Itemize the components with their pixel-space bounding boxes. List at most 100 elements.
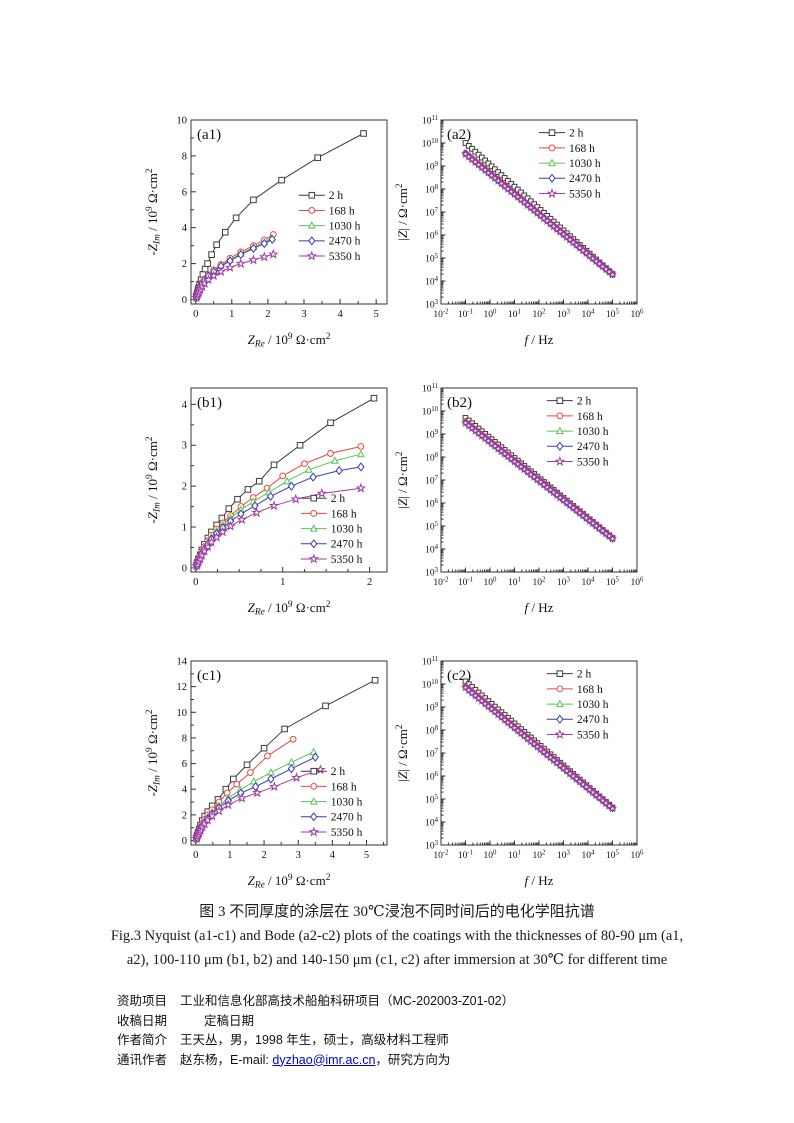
svg-text:2470 h: 2470 h	[569, 173, 601, 185]
svg-text:100: 100	[484, 849, 498, 861]
svg-text:103: 103	[425, 567, 439, 579]
legend: 2 h 168 h 1030 h 2470 h 5350 h	[546, 669, 609, 741]
svg-text:3: 3	[296, 850, 301, 861]
svg-text:10-1: 10-1	[458, 308, 473, 320]
svg-text:108: 108	[425, 725, 439, 737]
svg-text:106: 106	[631, 576, 645, 588]
plot-frame	[190, 119, 388, 305]
svg-text:1010: 1010	[422, 406, 439, 418]
series-5350-h	[460, 682, 618, 813]
svg-text:12: 12	[177, 682, 188, 693]
svg-text:1011: 1011	[422, 115, 438, 127]
svg-text:106: 106	[631, 849, 645, 861]
svg-text:105: 105	[425, 521, 439, 533]
svg-text:1030 h: 1030 h	[569, 158, 601, 170]
svg-text:1011: 1011	[422, 383, 438, 395]
y-axis-label: -ZIm / 109 Ω·cm2	[145, 709, 163, 796]
svg-text:1030 h: 1030 h	[577, 699, 609, 711]
svg-text:1030 h: 1030 h	[577, 426, 609, 438]
x-axis-label: f / Hz	[525, 873, 554, 888]
svg-text:2: 2	[367, 577, 372, 588]
svg-text:2470 h: 2470 h	[331, 539, 363, 551]
svg-text:0: 0	[193, 309, 198, 320]
svg-text:103: 103	[425, 840, 439, 852]
svg-text:105: 105	[606, 849, 620, 861]
axes: 10-2 10-1 100 101 102 103 104 105 106 103 104 105 10…	[422, 656, 644, 861]
panel-label: (a2)	[447, 127, 471, 143]
axes: 0 1 2 0 1 2 3 4	[182, 400, 372, 588]
svg-text:10-2: 10-2	[433, 849, 449, 861]
svg-text:2 h: 2 h	[577, 669, 592, 681]
corresponding-author-line: 通讯作者 赵东杨，E-mail: dyzhao@imr.ac.cn，研究方向为	[117, 1051, 514, 1071]
series-5350-h	[191, 248, 279, 303]
series-5350-h	[460, 418, 618, 543]
svg-text:109: 109	[425, 161, 439, 173]
svg-text:168 h: 168 h	[577, 411, 603, 423]
corresponding-author-name: 赵东杨，E-mail:	[180, 1052, 273, 1067]
svg-text:105: 105	[606, 576, 620, 588]
svg-text:1030 h: 1030 h	[329, 221, 361, 233]
svg-text:1011: 1011	[422, 656, 438, 668]
author-bio-label: 作者简介	[117, 1033, 168, 1047]
svg-text:1: 1	[182, 523, 187, 534]
svg-text:108: 108	[425, 452, 439, 464]
svg-text:4: 4	[182, 223, 188, 234]
email-link[interactable]: dyzhao@imr.ac.cn	[272, 1052, 376, 1067]
svg-text:168 h: 168 h	[569, 143, 595, 155]
svg-text:2470 h: 2470 h	[577, 441, 609, 453]
y-axis-label: -ZIm / 109 Ω·cm2	[145, 436, 163, 523]
svg-text:2470 h: 2470 h	[331, 812, 363, 824]
author-bio-text: 王天丛，男，1998 年生，硕士，高级材料工程师	[180, 1033, 449, 1047]
legend: 2 h 168 h 1030 h 2470 h 5350 h	[300, 493, 363, 566]
svg-text:6: 6	[182, 759, 187, 770]
svg-text:8: 8	[182, 733, 187, 744]
svg-text:105: 105	[606, 308, 620, 320]
svg-text:3: 3	[182, 441, 187, 452]
svg-text:101: 101	[508, 849, 521, 861]
svg-text:10-2: 10-2	[433, 576, 449, 588]
dates-line: 收稿日期 定稿日期	[117, 1012, 514, 1032]
svg-text:1030 h: 1030 h	[331, 524, 363, 536]
panel-label: (b1)	[197, 395, 222, 411]
svg-text:108: 108	[425, 184, 439, 196]
svg-text:10-2: 10-2	[433, 308, 449, 320]
legend: 2 h 168 h 1030 h 2470 h 5350 h	[298, 190, 361, 263]
axes: 0 1 2 3 4 5 0 2 4 6 8 10	[177, 116, 379, 321]
svg-text:14: 14	[177, 657, 188, 668]
legend: 2 h 168 h 1030 h 2470 h 5350 h	[539, 128, 601, 200]
svg-text:107: 107	[425, 207, 439, 219]
svg-text:102: 102	[533, 849, 547, 861]
author-bio-line: 作者简介 王天丛，男，1998 年生，硕士，高级材料工程师	[117, 1031, 514, 1051]
svg-text:1: 1	[280, 577, 285, 588]
corresponding-author-label: 通讯作者	[117, 1052, 168, 1067]
svg-text:104: 104	[425, 276, 439, 288]
series-5350-h	[460, 149, 618, 279]
y-axis-label: |Z| / Ω·cm2	[395, 183, 410, 240]
svg-text:2 h: 2 h	[331, 766, 346, 778]
x-axis-label: ZRe / 109 Ω·cm2	[248, 332, 331, 350]
svg-text:106: 106	[425, 771, 439, 783]
chart-c2-bode: 10-2 10-1 100 101 102 103 104 105 106 103 104 105 10…	[395, 656, 644, 888]
funding-label: 资助项目	[117, 994, 168, 1008]
corresponding-author-post: ，研究方向为	[375, 1052, 451, 1067]
svg-text:3: 3	[301, 309, 306, 320]
svg-text:10: 10	[177, 708, 188, 719]
svg-text:2: 2	[182, 259, 187, 270]
svg-text:106: 106	[425, 230, 439, 242]
svg-text:100: 100	[484, 576, 498, 588]
svg-text:103: 103	[557, 308, 571, 320]
figure-caption-en: Fig.3 Nyquist (a1-c1) and Bode (a2-c2) p…	[77, 924, 717, 972]
svg-text:2 h: 2 h	[331, 493, 346, 505]
svg-text:2 h: 2 h	[577, 396, 592, 408]
svg-text:104: 104	[582, 576, 596, 588]
accepted-date-label: 定稿日期	[204, 1013, 255, 1028]
svg-text:105: 105	[425, 794, 439, 806]
svg-text:5350 h: 5350 h	[577, 456, 609, 468]
svg-text:2470 h: 2470 h	[577, 714, 609, 726]
svg-text:107: 107	[425, 475, 439, 487]
series-5350-h	[191, 482, 367, 571]
svg-text:10-1: 10-1	[458, 576, 473, 588]
svg-text:5: 5	[374, 309, 379, 320]
chart-b2-bode: 10-2 10-1 100 101 102 103 104 105 106 103 104 105 10…	[395, 383, 645, 615]
